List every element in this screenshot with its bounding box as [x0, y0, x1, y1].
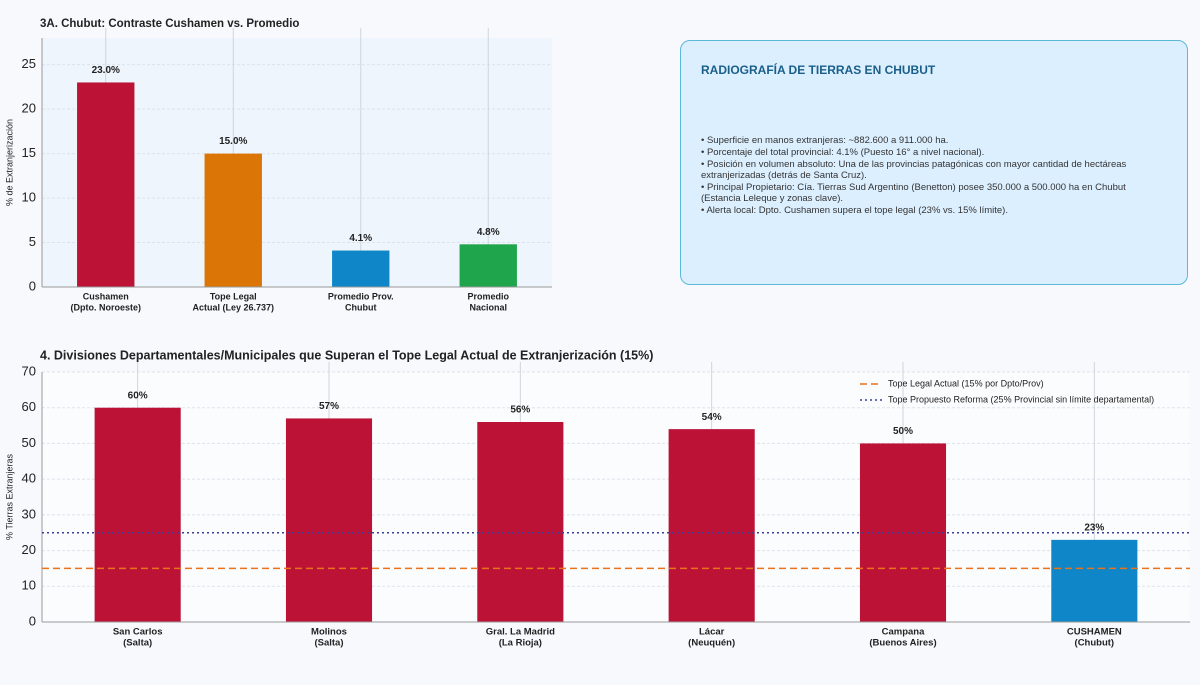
y-tick-label: 10: [22, 190, 36, 205]
x-tick-label: Chubut: [345, 302, 377, 312]
chart-title: 3A. Chubut: Contraste Cushamen vs. Prome…: [40, 18, 299, 30]
bar: [1051, 539, 1138, 622]
panel-item: Principal Propietario: Cía. Tierras Sud …: [701, 182, 1167, 204]
panel-list: Superficie en manos extranjeras: ~882.60…: [701, 135, 1167, 216]
y-axis-label: % de Extranjerización: [4, 119, 14, 206]
panel-item: Alerta local: Dpto. Cushamen supera el t…: [701, 205, 1167, 216]
value-label: 4.8%: [477, 227, 500, 238]
y-tick-label: 20: [22, 542, 36, 557]
x-tick-label: (Buenos Aires): [869, 638, 936, 649]
x-tick-label: Promedio Prov.: [328, 291, 394, 301]
x-tick-label: (La Rioja): [499, 638, 542, 649]
x-tick-label: Actual (Ley 26.737): [192, 302, 274, 312]
bar: [285, 418, 373, 622]
x-tick-label: (Salta): [314, 638, 343, 649]
bar: [668, 429, 755, 622]
value-label: 15.0%: [219, 136, 247, 147]
y-tick-label: 5: [29, 234, 36, 249]
y-tick-label: 60: [22, 399, 36, 414]
value-label: 23.0%: [92, 65, 120, 76]
bar: [459, 244, 517, 287]
bar: [477, 422, 564, 622]
plot-area: [42, 372, 1190, 622]
x-tick-label: (Chubut): [1075, 638, 1115, 649]
x-tick-label: San Carlos: [113, 627, 163, 638]
info-panel: RADIOGRAFÍA DE TIERRAS EN CHUBUT Superfi…: [680, 40, 1188, 285]
y-tick-label: 50: [22, 435, 36, 450]
y-tick-label: 70: [22, 363, 36, 378]
x-tick-label: Lácar: [699, 627, 725, 638]
bar: [204, 153, 262, 287]
y-tick-label: 40: [22, 471, 36, 486]
bar: [332, 250, 390, 287]
value-label: 23%: [1084, 522, 1104, 533]
y-tick-label: 15: [22, 145, 36, 160]
x-tick-label: (Salta): [123, 638, 152, 649]
value-label: 60%: [128, 390, 148, 401]
legend-label: Tope Propuesto Reforma (25% Provincial s…: [888, 394, 1154, 404]
y-axis-label: % Tierras Extranjeras: [4, 453, 14, 540]
value-label: 4.1%: [349, 233, 372, 244]
bar: [77, 82, 135, 287]
y-tick-label: 20: [22, 101, 36, 116]
x-tick-label: Promedio: [467, 291, 509, 301]
x-tick-label: (Dpto. Noroeste): [71, 302, 142, 312]
panel-title: RADIOGRAFÍA DE TIERRAS EN CHUBUT: [701, 63, 936, 77]
panel-item: Posición en volumen absoluto: Una de las…: [701, 159, 1167, 181]
value-label: 54%: [702, 412, 722, 423]
y-tick-label: 0: [29, 613, 36, 628]
y-tick-label: 10: [22, 578, 36, 593]
value-label: 50%: [893, 426, 913, 437]
value-label: 56%: [510, 405, 530, 416]
x-tick-label: CUSHAMEN: [1067, 627, 1122, 638]
x-tick-label: Nacional: [469, 302, 507, 312]
panel-item: Superficie en manos extranjeras: ~882.60…: [701, 135, 1167, 146]
panel-item: Porcentaje del total provincial: 4.1% (P…: [701, 147, 1167, 158]
x-tick-label: Campana: [882, 627, 925, 638]
x-tick-label: Gral. La Madrid: [486, 627, 555, 638]
x-tick-label: Tope Legal: [210, 291, 257, 301]
x-tick-label: (Neuquén): [688, 638, 735, 649]
legend-label: Tope Legal Actual (15% por Dpto/Prov): [888, 378, 1044, 388]
x-tick-label: Molinos: [311, 627, 347, 638]
bar: [94, 407, 181, 622]
chart-title: 4. Divisiones Departamentales/Municipale…: [40, 348, 653, 362]
value-label: 57%: [319, 401, 339, 412]
x-tick-label: Cushamen: [83, 291, 129, 301]
y-tick-label: 25: [22, 56, 36, 71]
y-tick-label: 0: [29, 278, 36, 293]
y-tick-label: 30: [22, 506, 36, 521]
